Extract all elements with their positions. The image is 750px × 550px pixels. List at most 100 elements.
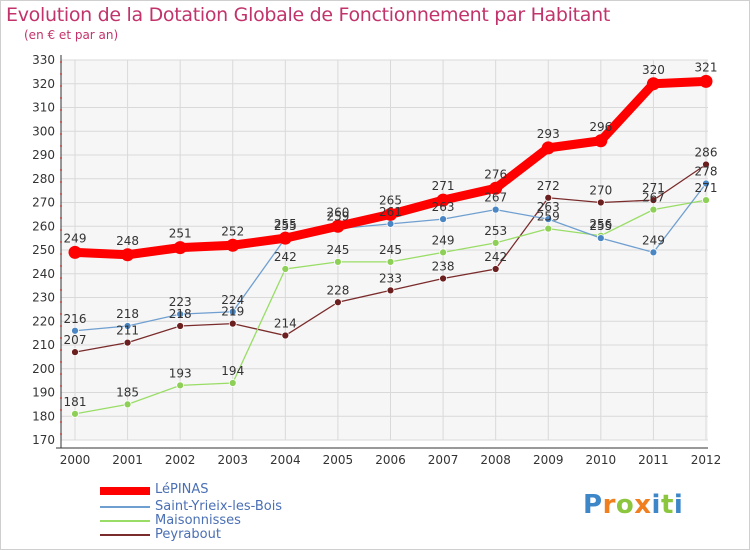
y-tick-label: 220	[32, 314, 55, 328]
legend-label-saint-yrieix: Saint-Yrieix-les-Bois	[155, 499, 283, 514]
data-point	[702, 179, 710, 188]
legend-swatch-lepinas	[100, 487, 150, 495]
data-label: 214	[274, 317, 297, 331]
data-label: 261	[379, 205, 402, 219]
y-tick-label: 190	[32, 386, 55, 400]
data-point	[176, 322, 185, 330]
data-label: 194	[221, 364, 244, 378]
data-label: 271	[432, 179, 455, 193]
data-point	[123, 338, 132, 347]
data-label: 252	[221, 224, 244, 238]
data-label: 259	[537, 210, 560, 224]
data-label: 218	[116, 307, 139, 321]
data-point	[649, 196, 658, 205]
logo-letter: P	[583, 490, 603, 520]
data-point	[596, 234, 605, 243]
data-point-lepinas	[173, 241, 187, 255]
data-point-lepinas	[121, 248, 135, 262]
data-label: 211	[116, 324, 139, 338]
data-label: 255	[274, 219, 297, 233]
data-label: 242	[274, 250, 297, 264]
logo-letter: i	[673, 490, 684, 520]
data-label: 193	[169, 366, 192, 380]
x-tick-label: 2011	[638, 453, 669, 467]
data-point	[334, 257, 342, 266]
data-label: 271	[695, 181, 718, 195]
data-label: 296	[589, 120, 612, 134]
data-point-lepinas	[226, 238, 240, 252]
legend-item-saint-yrieix: Saint-Yrieix-les-Bois	[100, 499, 360, 516]
data-label: 272	[537, 179, 560, 193]
data-label: 238	[432, 260, 455, 274]
chart-subtitle: (en € et par an)	[24, 28, 119, 42]
data-point	[649, 248, 658, 257]
data-label: 265	[379, 193, 402, 207]
y-tick-label: 260	[32, 219, 55, 233]
x-tick-label: 2009	[533, 453, 564, 467]
data-label: 321	[695, 60, 718, 74]
data-point	[544, 215, 553, 224]
data-point	[439, 215, 447, 224]
legend-item-peyrabout: Peyrabout	[100, 527, 360, 544]
x-tick-label: 2005	[323, 453, 354, 467]
data-point	[176, 310, 185, 319]
data-point	[334, 298, 342, 307]
x-tick-label: 2004	[270, 453, 301, 467]
data-point	[123, 322, 132, 330]
y-tick-label: 180	[32, 409, 55, 423]
y-tick-label: 210	[32, 338, 55, 352]
data-point	[544, 224, 553, 233]
data-label: 242	[484, 250, 507, 264]
data-label: 263	[537, 200, 560, 214]
proxiti-logo: Proxiti	[583, 490, 683, 520]
logo-letter: x	[634, 490, 652, 520]
x-tick-label: 2010	[586, 453, 617, 467]
y-tick-label: 280	[32, 172, 55, 186]
data-label: 245	[326, 243, 349, 257]
data-point-lepinas	[541, 141, 555, 155]
data-label: 255	[589, 219, 612, 233]
y-tick-label: 230	[32, 291, 55, 305]
chart-title: Evolution de la Dotation Globale de Fonc…	[6, 4, 611, 26]
y-tick-label: 170	[32, 433, 55, 447]
y-tick-label: 290	[32, 148, 55, 162]
legend-swatch-saint-yrieix	[100, 506, 150, 508]
data-point-lepinas	[384, 207, 397, 221]
data-label: 286	[695, 146, 718, 160]
y-tick-label: 250	[32, 243, 55, 257]
data-label: 219	[221, 305, 244, 319]
data-point	[228, 307, 237, 316]
logo-letter: o	[615, 490, 635, 520]
data-label: 185	[116, 385, 139, 399]
y-tick-label: 300	[32, 124, 55, 138]
x-tick-label: 2003	[217, 453, 248, 467]
legend-label-peyrabout: Peyrabout	[155, 527, 221, 542]
data-point-lepinas	[594, 134, 608, 148]
data-point	[386, 286, 395, 295]
logo-letter: i	[651, 490, 661, 520]
data-point	[491, 205, 500, 214]
data-point-lepinas	[489, 181, 503, 195]
y-tick-label: 330	[32, 53, 55, 67]
data-label: 233	[379, 271, 402, 285]
data-point-lepinas	[331, 219, 345, 233]
y-tick-label: 240	[32, 267, 55, 281]
y-tick-label: 320	[32, 77, 55, 91]
data-label: 270	[589, 184, 612, 198]
data-label: 260	[326, 205, 349, 219]
x-tick-label: 2000	[60, 453, 91, 467]
data-label: 228	[326, 283, 349, 297]
data-point	[281, 331, 290, 340]
data-label: 259	[326, 210, 349, 224]
x-tick-label: 2007	[428, 453, 459, 467]
data-label: 320	[642, 63, 665, 77]
data-label: 276	[484, 167, 507, 181]
legend-swatch-maisonnisses	[100, 520, 150, 522]
logo-letter: r	[602, 490, 616, 520]
data-label: 293	[537, 127, 560, 141]
legend-label-maisonnisses: Maisonnisses	[155, 513, 241, 528]
data-point-lepinas	[699, 74, 713, 88]
data-point	[71, 409, 79, 418]
data-label: 251	[169, 227, 192, 241]
